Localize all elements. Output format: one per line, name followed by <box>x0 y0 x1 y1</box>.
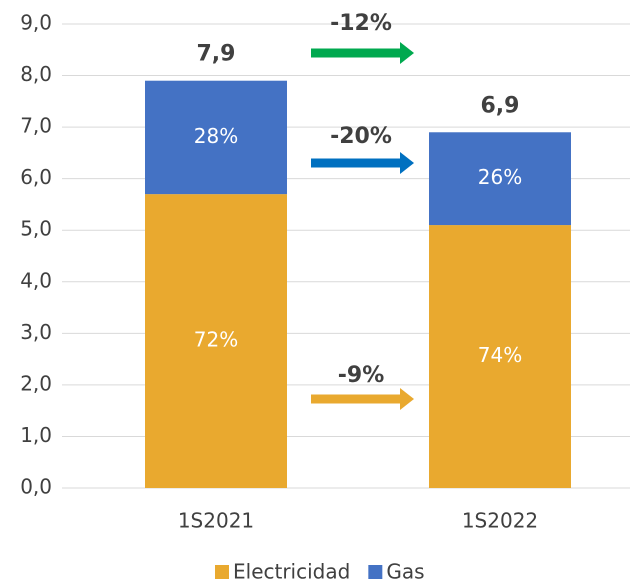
y-tick-label: 1,0 <box>20 423 52 447</box>
y-tick-label: 6,0 <box>20 165 52 189</box>
x-tick-label: 1S2021 <box>178 509 254 533</box>
bar-segment <box>429 225 571 489</box>
segment-label: 74% <box>478 343 522 367</box>
y-tick-label: 9,0 <box>20 11 52 35</box>
y-tick-label: 4,0 <box>20 268 52 292</box>
x-tick-label: 1S2022 <box>462 509 538 533</box>
y-tick-label: 8,0 <box>20 62 52 86</box>
legend-swatch <box>215 565 229 579</box>
bar-segment <box>429 132 571 226</box>
y-tick-label: 5,0 <box>20 217 52 241</box>
change-label: -9% <box>338 363 384 388</box>
change-label: -20% <box>330 124 392 149</box>
total-label: 6,9 <box>481 93 520 118</box>
y-tick-label: 7,0 <box>20 114 52 138</box>
arrow-head <box>400 42 414 64</box>
total-label: 7,9 <box>197 42 236 67</box>
bar-segment <box>145 194 287 488</box>
y-tick-label: 0,0 <box>20 475 52 499</box>
arrow-head <box>400 388 414 410</box>
legend-label: Gas <box>386 560 424 584</box>
segment-label: 72% <box>194 328 238 352</box>
y-tick-label: 2,0 <box>20 371 52 395</box>
y-tick-label: 3,0 <box>20 320 52 344</box>
arrow-head <box>400 152 414 174</box>
bar-segment <box>145 80 287 195</box>
segment-label: 28% <box>194 124 238 148</box>
legend-label: Electricidad <box>233 560 350 584</box>
change-label: -12% <box>330 11 392 36</box>
segment-label: 26% <box>478 165 522 189</box>
legend-swatch <box>368 565 383 579</box>
